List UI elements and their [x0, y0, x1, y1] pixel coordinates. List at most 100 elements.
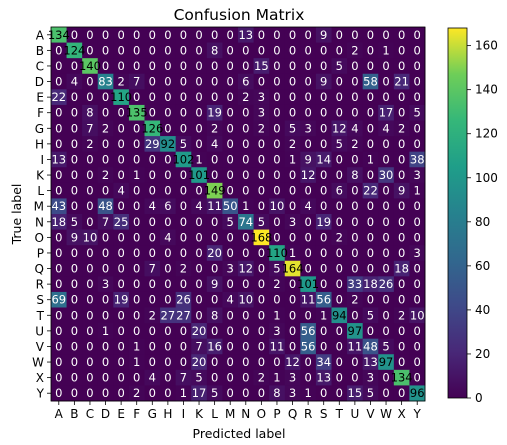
heatmap-cell — [269, 198, 286, 215]
heatmap-cell — [378, 291, 395, 308]
heatmap-cell — [269, 323, 286, 340]
colorbar-tick-label: 120 — [475, 127, 498, 141]
colorbar-tick-label: 40 — [475, 303, 490, 317]
colorbar-tick-label: 140 — [475, 83, 498, 97]
heatmap-cell — [175, 198, 192, 215]
heatmap-cell — [393, 151, 410, 168]
cell-value: 6 — [164, 199, 171, 213]
heatmap-cell — [315, 354, 332, 371]
heatmap-cell — [191, 214, 208, 230]
cell-value: 0 — [273, 121, 280, 135]
heatmap-cell — [113, 260, 130, 277]
cell-value: 0 — [289, 28, 296, 42]
heatmap-cell — [393, 229, 410, 246]
cell-value: 124 — [63, 43, 85, 57]
heatmap-cell — [331, 104, 348, 121]
heatmap-cell — [315, 276, 332, 293]
cell-value: 0 — [398, 386, 405, 400]
heatmap-cell — [222, 323, 239, 340]
cell-value: 0 — [351, 230, 358, 244]
cell-value: 0 — [382, 28, 389, 42]
heatmap-cell — [253, 27, 270, 43]
colorbar: 0 20 40 60 80 100 120 140 160 — [447, 27, 498, 405]
cell-value: 0 — [227, 246, 234, 260]
heatmap-cell — [82, 385, 99, 402]
cell-value: 0 — [180, 168, 187, 182]
cell-value: 0 — [211, 28, 218, 42]
heatmap-cell — [222, 369, 239, 386]
cell-value: 0 — [351, 246, 358, 260]
cell-value: 4 — [117, 184, 124, 198]
heatmap-cell — [300, 338, 317, 355]
heatmap-cell — [409, 291, 426, 308]
heatmap-cell — [331, 260, 348, 277]
heatmap-cell — [409, 151, 426, 168]
cell-value: 0 — [102, 28, 109, 42]
cell-value: 0 — [258, 137, 265, 151]
cell-value: 0 — [117, 121, 124, 135]
cell-value: 56 — [301, 339, 316, 353]
cell-value: 0 — [149, 277, 156, 291]
cell-value: 0 — [211, 355, 218, 369]
heatmap-cell — [82, 229, 99, 246]
heatmap-cell — [222, 151, 239, 168]
cell-value: 0 — [258, 152, 265, 166]
heatmap-cell — [128, 42, 145, 59]
heatmap-cell — [253, 369, 270, 386]
heatmap-cell — [160, 73, 177, 90]
heatmap-cell — [128, 260, 145, 277]
cell-value: 0 — [304, 355, 311, 369]
heatmap-cell — [113, 323, 130, 340]
heatmap-cell — [269, 291, 286, 308]
heatmap-cell — [113, 182, 130, 199]
heatmap-cell — [160, 338, 177, 355]
cell-value: 6 — [242, 75, 249, 89]
heatmap-cell — [362, 151, 379, 168]
cell-value: 0 — [414, 230, 421, 244]
cell-value: 0 — [117, 371, 124, 385]
heatmap-cell — [144, 42, 161, 59]
heatmap-cell — [269, 338, 286, 355]
heatmap-cell — [82, 369, 99, 386]
heatmap-cell — [175, 167, 192, 184]
heatmap-cell — [128, 198, 145, 215]
heatmap-cell — [66, 323, 83, 340]
heatmap-cell — [269, 73, 286, 90]
cell-value: 0 — [367, 230, 374, 244]
heatmap-cell — [238, 354, 254, 371]
heatmap-cell — [362, 338, 379, 355]
y-tick-label: F — [37, 106, 44, 120]
heatmap-cell — [97, 104, 114, 121]
cell-value: 4 — [382, 121, 389, 135]
cell-value: 20 — [192, 324, 207, 338]
cell-value: 0 — [258, 355, 265, 369]
cell-value: 0 — [227, 152, 234, 166]
heatmap-cell — [347, 260, 364, 277]
cell-value: 0 — [351, 355, 358, 369]
heatmap-cell — [97, 214, 114, 230]
heatmap-cell — [284, 198, 301, 215]
cell-value: 0 — [195, 121, 202, 135]
cell-value: 0 — [195, 75, 202, 89]
heatmap-cell — [315, 167, 332, 184]
heatmap-cell — [206, 27, 223, 43]
heatmap-cell — [253, 354, 270, 371]
cell-value: 0 — [211, 75, 218, 89]
cell-value: 0 — [55, 230, 62, 244]
heatmap-cell — [160, 136, 177, 153]
heatmap-cell — [284, 27, 301, 43]
cell-value: 0 — [242, 355, 249, 369]
cell-value: 18 — [394, 262, 409, 276]
cell-value: 0 — [242, 137, 249, 151]
cell-value: 0 — [258, 246, 265, 260]
heatmap-cell — [378, 167, 395, 184]
heatmap-cell — [378, 307, 395, 324]
heatmap-cell — [160, 58, 177, 75]
heatmap-cell — [347, 182, 364, 199]
y-tick-label: X — [36, 371, 44, 385]
cell-value: 126 — [141, 121, 163, 135]
cell-value: 0 — [164, 339, 171, 353]
cell-value: 0 — [336, 28, 343, 42]
cell-value: 0 — [304, 246, 311, 260]
